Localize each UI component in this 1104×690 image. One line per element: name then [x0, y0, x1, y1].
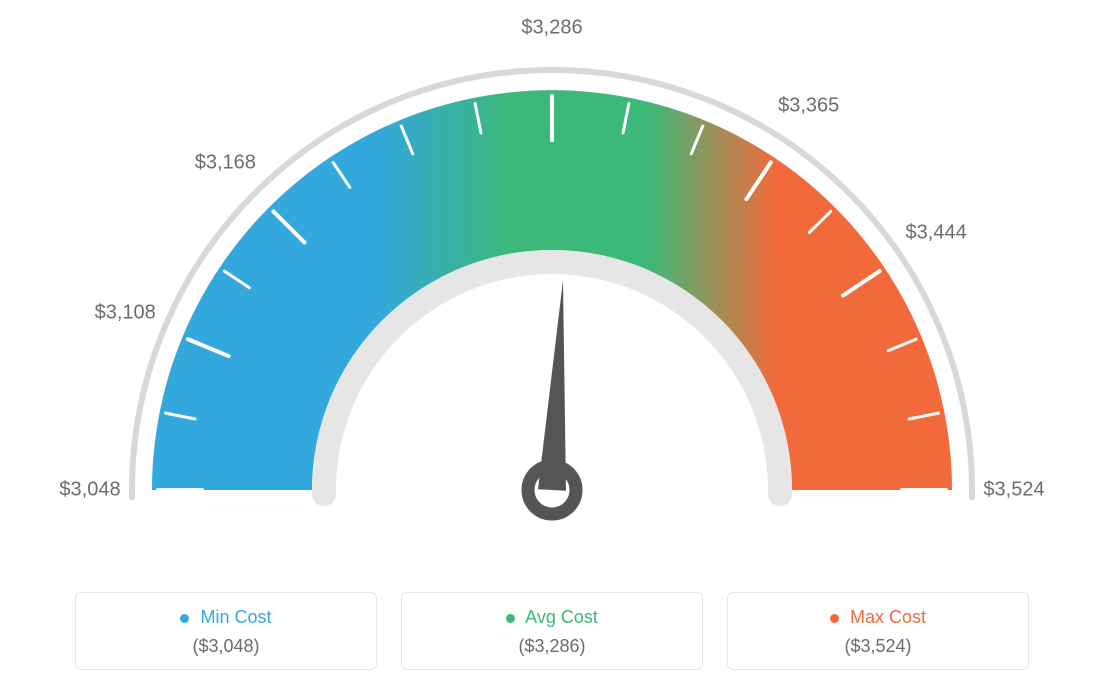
- gauge-area: $3,048 $3,108 $3,168 $3,286 $3,365 $3,444 $3,5…: [0, 0, 1104, 560]
- tick-label: $3,444: [906, 222, 967, 245]
- legend-min-label: Min Cost: [201, 607, 272, 627]
- dot-icon: [830, 614, 839, 623]
- legend-avg-label: Avg Cost: [525, 607, 598, 627]
- legend-avg-card: Avg Cost ($3,286): [401, 592, 703, 670]
- legend-avg-value: ($3,286): [402, 636, 702, 657]
- legend-max-value: ($3,524): [728, 636, 1028, 657]
- gauge-chart-container: $3,048 $3,108 $3,168 $3,286 $3,365 $3,444 $3,5…: [0, 0, 1104, 690]
- legend-max-label: Max Cost: [850, 607, 926, 627]
- legend-avg-title: Avg Cost: [402, 607, 702, 628]
- dot-icon: [180, 614, 189, 623]
- dot-icon: [506, 614, 515, 623]
- legend-min-title: Min Cost: [76, 607, 376, 628]
- legend-min-card: Min Cost ($3,048): [75, 592, 377, 670]
- legend-min-value: ($3,048): [76, 636, 376, 657]
- tick-label: $3,524: [983, 479, 1044, 502]
- tick-label: $3,286: [521, 17, 582, 40]
- legend-max-title: Max Cost: [728, 607, 1028, 628]
- tick-label: $3,168: [195, 152, 256, 175]
- tick-label: $3,108: [95, 302, 156, 325]
- legend-row: Min Cost ($3,048) Avg Cost ($3,286) Max …: [0, 592, 1104, 670]
- legend-max-card: Max Cost ($3,524): [727, 592, 1029, 670]
- gauge-svg: [0, 0, 1104, 560]
- tick-label: $3,048: [59, 479, 120, 502]
- tick-label: $3,365: [778, 94, 839, 117]
